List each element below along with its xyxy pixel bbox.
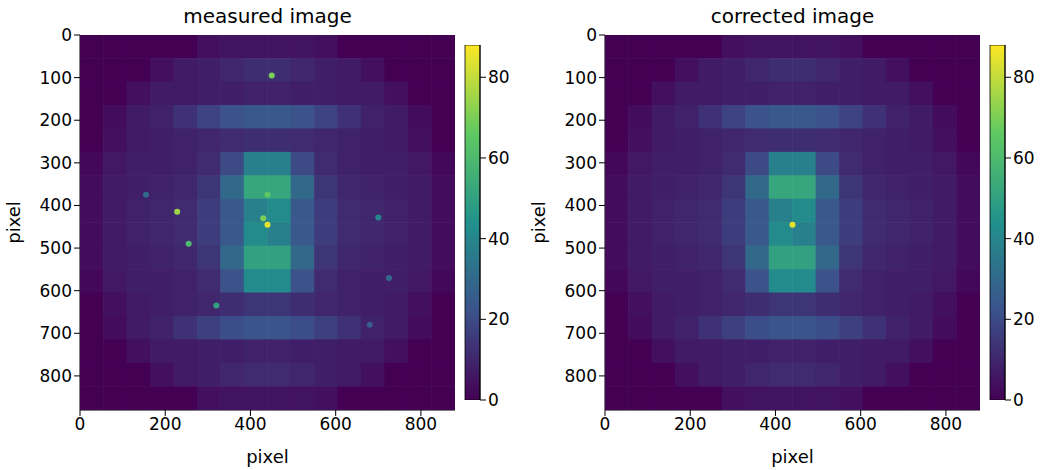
svg-text:pixel: pixel: [771, 446, 814, 467]
svg-text:500: 500: [40, 238, 72, 258]
svg-text:600: 600: [565, 281, 597, 301]
svg-text:0: 0: [488, 390, 499, 410]
svg-text:20: 20: [1013, 309, 1035, 329]
svg-text:20: 20: [488, 309, 510, 329]
svg-text:400: 400: [234, 414, 266, 434]
svg-text:400: 400: [40, 195, 72, 215]
svg-text:400: 400: [565, 195, 597, 215]
svg-text:40: 40: [1013, 229, 1035, 249]
svg-text:800: 800: [565, 366, 597, 386]
svg-text:200: 200: [565, 110, 597, 130]
svg-text:100: 100: [565, 68, 597, 88]
svg-text:60: 60: [488, 148, 510, 168]
svg-text:200: 200: [149, 414, 181, 434]
svg-text:800: 800: [930, 414, 962, 434]
svg-text:700: 700: [565, 323, 597, 343]
svg-text:600: 600: [319, 414, 351, 434]
svg-text:300: 300: [40, 153, 72, 173]
svg-text:200: 200: [674, 414, 706, 434]
svg-text:800: 800: [405, 414, 437, 434]
svg-text:700: 700: [40, 323, 72, 343]
svg-text:600: 600: [40, 281, 72, 301]
svg-text:80: 80: [1013, 67, 1035, 87]
html-text:measured image: measured image: [183, 4, 352, 28]
svg-text:80: 80: [488, 67, 510, 87]
svg-text:60: 60: [1013, 148, 1035, 168]
svg-text:800: 800: [40, 366, 72, 386]
svg-text:0: 0: [600, 414, 611, 434]
svg-text:pixel: pixel: [246, 446, 289, 467]
html-text:corrected image: corrected image: [710, 4, 875, 28]
svg-text:pixel: pixel: [3, 201, 24, 244]
svg-text:40: 40: [488, 229, 510, 249]
svg-text:0: 0: [586, 25, 597, 45]
svg-text:400: 400: [759, 414, 791, 434]
svg-text:pixel: pixel: [528, 201, 549, 244]
svg-text:300: 300: [565, 153, 597, 173]
svg-text:600: 600: [844, 414, 876, 434]
svg-text:500: 500: [565, 238, 597, 258]
svg-text:100: 100: [40, 68, 72, 88]
svg-text:0: 0: [75, 414, 86, 434]
svg-text:200: 200: [40, 110, 72, 130]
svg-text:0: 0: [61, 25, 72, 45]
svg-text:0: 0: [1013, 390, 1024, 410]
